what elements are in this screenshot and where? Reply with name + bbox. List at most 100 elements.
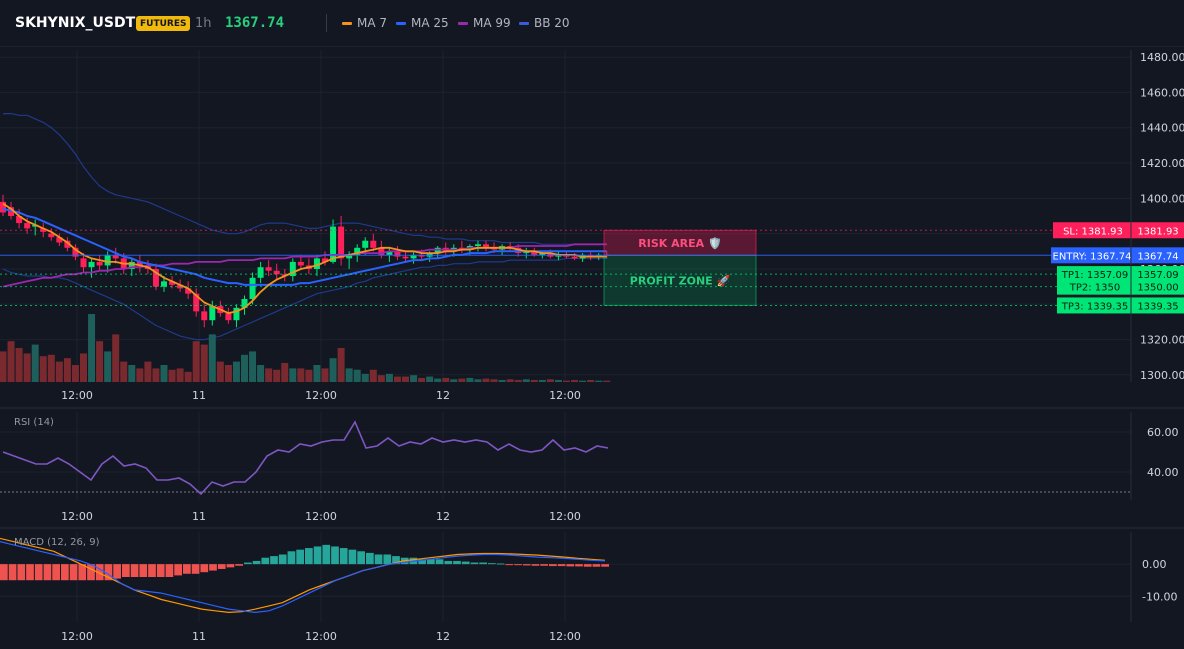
volume-bar (96, 341, 104, 382)
macd-histogram-bar (191, 564, 200, 574)
level-tag (1053, 222, 1133, 239)
macd-histogram-bar (583, 564, 592, 567)
candle-body[interactable] (112, 254, 119, 259)
candle-body[interactable] (273, 270, 280, 275)
volume-bar (385, 373, 393, 382)
risk-area-label: RISK AREA 🛡️ (638, 237, 721, 250)
macd-histogram-bar (461, 561, 470, 565)
macd-histogram-bar (95, 564, 104, 581)
candle-body[interactable] (128, 261, 135, 269)
volume-bar (393, 376, 401, 382)
macd-histogram-bar (479, 562, 487, 565)
candle-body[interactable] (0, 201, 6, 213)
candle-body[interactable] (56, 237, 63, 243)
volume-bar (265, 368, 273, 382)
level-tag (1057, 278, 1133, 295)
macd-histogram-bar (531, 564, 540, 566)
macd-histogram-bar (165, 564, 174, 577)
volume-bar (305, 369, 313, 382)
volume-bar (337, 348, 345, 382)
candle-body[interactable] (370, 240, 377, 248)
legend-ma25[interactable]: MA 25 (396, 0, 449, 46)
candle-body[interactable] (289, 261, 296, 277)
candle-body[interactable] (161, 281, 167, 287)
candle-body[interactable] (249, 277, 256, 299)
macd-histogram-bar (557, 564, 566, 567)
candle-body[interactable] (531, 251, 538, 255)
legend-ma7-swatch (342, 21, 352, 25)
price-tick-label: 1440.00 (1140, 122, 1184, 135)
candle-body[interactable] (483, 244, 489, 248)
candle-body[interactable] (346, 254, 353, 259)
candle-body[interactable] (410, 254, 417, 259)
candle-body[interactable] (152, 268, 159, 287)
macd-histogram-bar (252, 560, 261, 565)
candle-body[interactable] (257, 267, 264, 278)
level-tag (1057, 266, 1133, 283)
candle-body[interactable] (64, 240, 71, 248)
candle-body[interactable] (354, 247, 361, 255)
candle-body[interactable] (169, 281, 176, 285)
candle-body[interactable] (265, 267, 272, 271)
interval-selector[interactable]: 1h (195, 15, 212, 31)
volume-bar (369, 369, 377, 382)
candle-body[interactable] (474, 244, 481, 247)
candle-body[interactable] (136, 261, 143, 266)
macd-histogram-bar (331, 546, 339, 565)
volume-bar (249, 351, 257, 382)
candle-body[interactable] (96, 261, 103, 266)
volume-bar (241, 354, 248, 382)
candle-body[interactable] (225, 313, 232, 321)
legend-ma99[interactable]: MA 99 (458, 0, 511, 46)
price-time-label: 12:00 (305, 389, 337, 402)
volume-bar (144, 361, 152, 382)
chart-canvas[interactable]: RISK AREA 🛡️ PROFIT ZONE 🚀 SL: 1381.93 ENTR… (0, 46, 1184, 649)
macd-histogram-bar (261, 557, 270, 565)
candle-body[interactable] (297, 261, 304, 266)
macd-histogram-bar (453, 560, 461, 565)
candle-body[interactable] (201, 311, 208, 321)
candle-body[interactable] (313, 258, 320, 269)
candle-body[interactable] (72, 247, 79, 257)
candle-body[interactable] (104, 254, 111, 266)
candle-body[interactable] (80, 258, 87, 268)
candle-body[interactable] (209, 306, 216, 321)
candle-body[interactable] (40, 228, 47, 232)
candle-body[interactable] (88, 261, 95, 268)
rsi-time-label: 12:00 (549, 510, 581, 523)
macd-time-label: 12:00 (61, 630, 93, 643)
volume-bar (63, 358, 71, 382)
candle-body[interactable] (571, 256, 578, 259)
price-tick-label: 1300.00 (1140, 369, 1184, 382)
candle-body[interactable] (378, 247, 385, 255)
price-tick-label: 1320.00 (1140, 334, 1184, 347)
candle-body[interactable] (193, 293, 200, 312)
legend-ma7[interactable]: MA 7 (342, 0, 387, 46)
candle-body[interactable] (16, 216, 23, 224)
candle-body[interactable] (386, 251, 393, 255)
candle-body[interactable] (233, 307, 240, 321)
candle-body[interactable] (241, 299, 248, 308)
candle-body[interactable] (338, 226, 345, 259)
legend-bb20[interactable]: BB 20 (519, 0, 570, 46)
price-tick-label: 1420.00 (1140, 157, 1184, 170)
candle-body[interactable] (330, 226, 337, 262)
candle-body[interactable] (185, 288, 192, 294)
candle-body[interactable] (24, 223, 31, 229)
candle-body[interactable] (362, 240, 369, 248)
candle-body[interactable] (322, 258, 328, 262)
volume-bar (498, 379, 506, 382)
volume-bar (530, 379, 538, 382)
candle-body[interactable] (402, 256, 409, 259)
last-price: 1367.74 (225, 15, 285, 31)
price-time-label: 12 (436, 389, 450, 402)
volume-bar (442, 377, 450, 382)
candle-body[interactable] (48, 233, 55, 238)
bb-upper-line (3, 112, 607, 245)
candle-body[interactable] (394, 251, 401, 257)
candle-body[interactable] (458, 247, 465, 250)
macd-histogram-bar (296, 549, 304, 565)
macd-histogram-bar (322, 544, 331, 565)
symbol-name[interactable]: SKHYNIX_USDT (15, 15, 136, 31)
volume-bar (321, 368, 329, 382)
